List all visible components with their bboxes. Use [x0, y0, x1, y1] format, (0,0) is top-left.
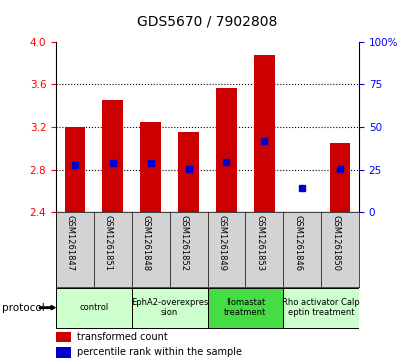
- Text: GSM1261848: GSM1261848: [142, 215, 151, 271]
- Bar: [178, 132, 199, 212]
- Text: GSM1261852: GSM1261852: [180, 215, 188, 270]
- Bar: [56, 332, 71, 342]
- Text: EphA2-overexpres
sion: EphA2-overexpres sion: [131, 298, 208, 317]
- Bar: [254, 54, 275, 212]
- FancyBboxPatch shape: [56, 287, 132, 328]
- Text: transformed count: transformed count: [77, 332, 168, 342]
- Bar: [65, 127, 85, 212]
- Text: GSM1261850: GSM1261850: [331, 215, 340, 270]
- Text: protocol: protocol: [2, 303, 45, 313]
- Bar: [216, 87, 237, 212]
- Text: GSM1261853: GSM1261853: [255, 215, 264, 271]
- Text: GSM1261849: GSM1261849: [217, 215, 227, 270]
- Text: Ilomastat
treatment: Ilomastat treatment: [224, 298, 266, 317]
- FancyBboxPatch shape: [208, 287, 283, 328]
- Text: GDS5670 / 7902808: GDS5670 / 7902808: [137, 15, 278, 29]
- FancyBboxPatch shape: [283, 287, 359, 328]
- Text: control: control: [79, 303, 108, 312]
- Text: GSM1261846: GSM1261846: [293, 215, 302, 271]
- FancyBboxPatch shape: [132, 287, 208, 328]
- Bar: [140, 122, 161, 212]
- Bar: [103, 101, 123, 212]
- Bar: [330, 143, 350, 212]
- Text: Rho activator Calp
eptin treatment: Rho activator Calp eptin treatment: [282, 298, 360, 317]
- Text: percentile rank within the sample: percentile rank within the sample: [77, 347, 242, 357]
- Text: GSM1261851: GSM1261851: [104, 215, 113, 270]
- Text: GSM1261847: GSM1261847: [66, 215, 75, 271]
- Bar: [56, 347, 71, 358]
